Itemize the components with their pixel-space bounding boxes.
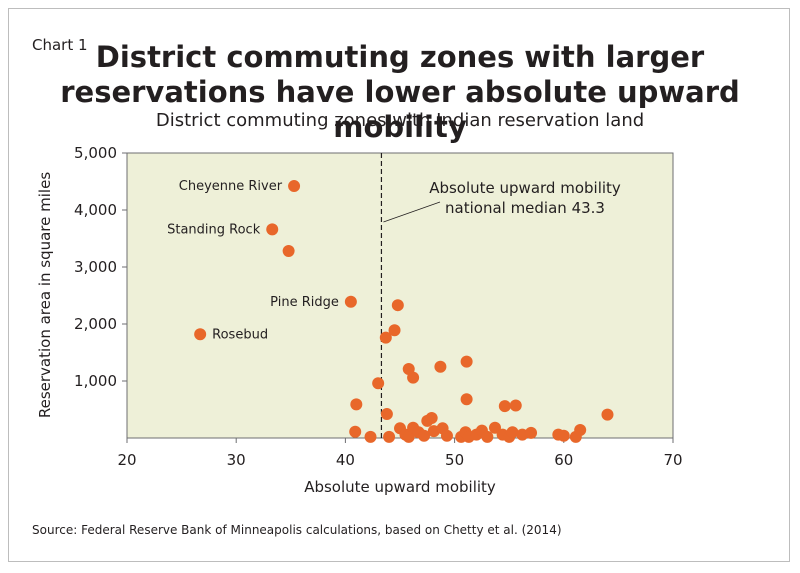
median-label-line-1: Absolute upward mobility bbox=[429, 179, 621, 197]
chart-title-line-1: District commuting zones with larger bbox=[95, 40, 705, 74]
data-point bbox=[440, 429, 453, 442]
data-point bbox=[489, 421, 502, 434]
labeled-data-point bbox=[266, 223, 279, 236]
data-point bbox=[460, 355, 473, 368]
y-tick-label: 4,000 bbox=[74, 201, 117, 219]
data-point bbox=[506, 426, 519, 439]
data-point bbox=[364, 430, 377, 443]
labeled-data-point bbox=[344, 295, 357, 308]
labeled-data-point bbox=[288, 180, 301, 193]
data-point bbox=[349, 425, 362, 438]
data-point bbox=[434, 360, 447, 373]
x-tick-label: 60 bbox=[554, 451, 573, 469]
plot-area bbox=[126, 152, 674, 439]
data-point bbox=[383, 430, 396, 443]
x-axis-ticks: 20 30 40 50 60 70 bbox=[117, 438, 683, 469]
chart-subtitle: District commuting zones with Indian res… bbox=[155, 110, 645, 131]
y-tick-label: 2,000 bbox=[74, 315, 117, 333]
chart-number: Chart 1 bbox=[32, 36, 88, 54]
data-point bbox=[350, 398, 363, 411]
x-tick-label: 20 bbox=[117, 451, 136, 469]
median-label-line-2: national median 43.3 bbox=[445, 199, 605, 217]
data-point bbox=[425, 412, 438, 425]
median-annotation-leader bbox=[383, 201, 441, 223]
point-labels: Cheyenne River Standing Rock Pine Ridge Ros… bbox=[167, 179, 339, 342]
y-axis-label: Reservation area in square miles bbox=[36, 172, 54, 418]
x-tick-label: 50 bbox=[445, 451, 464, 469]
y-tick-label: 5,000 bbox=[74, 144, 117, 162]
data-point bbox=[574, 424, 587, 437]
chart-frame bbox=[8, 8, 790, 562]
data-point bbox=[601, 408, 614, 421]
data-point bbox=[525, 426, 538, 439]
point-label: Standing Rock bbox=[167, 222, 261, 237]
point-label: Pine Ridge bbox=[270, 295, 339, 310]
x-axis-label: Absolute upward mobility bbox=[304, 478, 496, 496]
data-point bbox=[407, 371, 420, 384]
x-tick-label: 30 bbox=[227, 451, 246, 469]
data-point bbox=[372, 377, 385, 390]
chart-title: District commuting zones with larger res… bbox=[0, 40, 800, 145]
data-point bbox=[498, 400, 511, 413]
x-tick-label: 40 bbox=[336, 451, 355, 469]
data-point bbox=[388, 324, 401, 337]
point-label: Rosebud bbox=[212, 327, 268, 342]
point-label: Cheyenne River bbox=[179, 179, 283, 194]
y-tick-label: 1,000 bbox=[74, 372, 117, 390]
chart-title-line-2: reservations have lower absolute upward … bbox=[60, 75, 740, 144]
y-tick-label: 3,000 bbox=[74, 258, 117, 276]
data-point bbox=[481, 430, 494, 443]
data-point bbox=[282, 245, 295, 258]
data-point bbox=[391, 299, 404, 312]
data-point bbox=[402, 430, 415, 443]
data-point bbox=[509, 399, 522, 412]
data-points bbox=[194, 180, 614, 443]
y-axis-ticks: 1,000 2,000 3,000 4,000 5,000 bbox=[74, 144, 127, 390]
data-point bbox=[379, 331, 392, 344]
labeled-data-point bbox=[194, 328, 207, 341]
data-point bbox=[380, 408, 393, 421]
source-note: Source: Federal Reserve Bank of Minneapo… bbox=[32, 523, 562, 537]
x-tick-label: 70 bbox=[663, 451, 682, 469]
data-point bbox=[557, 429, 570, 442]
data-point bbox=[418, 429, 431, 442]
data-point bbox=[460, 393, 473, 406]
